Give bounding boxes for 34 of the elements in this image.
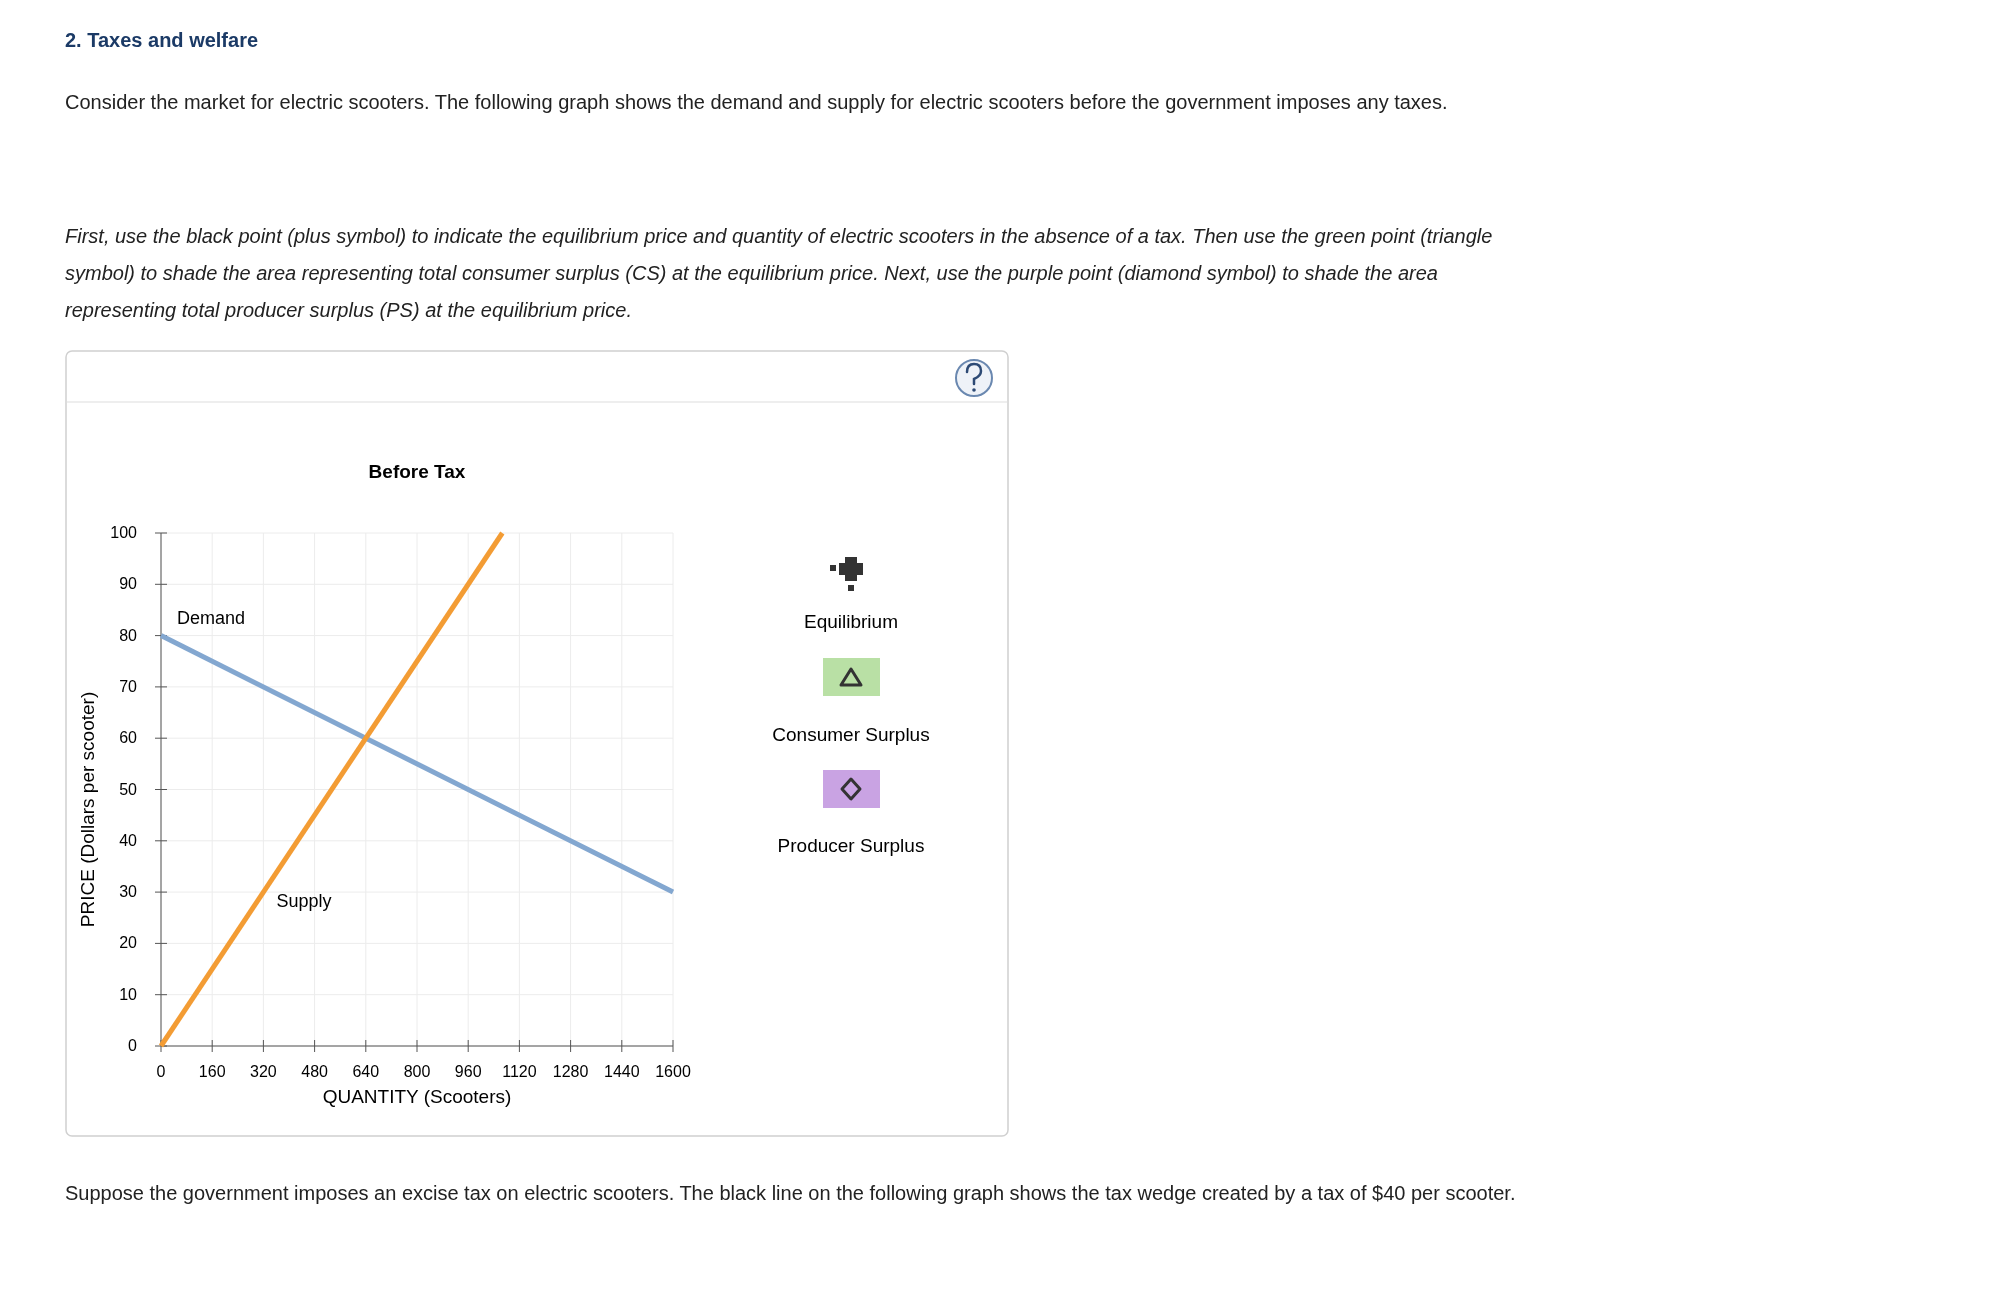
y-tick-label: 30 [119,883,138,901]
x-tick-label: 960 [454,1063,482,1080]
x-tick-label: 0 [156,1063,166,1080]
x-tick-label: 800 [403,1063,431,1080]
y-tick-label: 100 [110,524,138,541]
series-label: Demand [177,607,246,628]
text: 2. Taxes and welfare [65,28,259,53]
y-tick-label: 80 [119,626,138,644]
y-tick-label: 0 [128,1037,138,1054]
y-tick-label: 10 [119,985,138,1003]
text: Suppose the government imposes an excise tax on electric scooters. The black line on the following graph shows the tax wedge created by a tax of $40 per scooter. [65,1181,1517,1206]
y-tick-label: 60 [119,729,138,747]
x-tick-label: 1120 [502,1063,537,1080]
chart-title: Before Tax [368,461,466,482]
x-tick-label: 1440 [604,1063,640,1080]
text: Producer Surplus [777,835,925,856]
text: Equilibrium [804,611,898,632]
x-axis-title: QUANTITY (Scooters) [322,1086,512,1107]
x-tick-label: 160 [198,1063,226,1080]
x-tick-label: 640 [352,1063,380,1080]
y-tick-label: 70 [119,677,138,695]
y-axis-title: PRICE (Dollars per scooter) [77,691,98,928]
y-tick-label: 90 [119,575,138,593]
x-tick-label: 1600 [655,1063,691,1080]
text: Consider the market for electric scooters. The following graph shows the demand and supply for electric scooters before the government imposes any taxes. [65,90,1449,115]
y-tick-label: 40 [119,831,138,849]
y-tick-label: 20 [119,934,138,952]
x-tick-label: 320 [250,1063,277,1080]
y-tick-label: 50 [119,780,138,798]
series-label: Supply [276,891,332,912]
x-tick-label: 1280 [552,1063,589,1080]
x-tick-label: 480 [301,1063,329,1080]
text: Consumer Surplus [772,724,930,745]
text: First, use the black point (plus symbol) to indicate the equilibrium price and quantity of electric scooters in the absence of a tax. Then use the green point (triangle symbol) to shade the area representing total consumer surplus (CS) at the equilibrium price. Next, use the purple point (diamond symbol) to shade the area representing total producer surplus (PS) at the equilibrium price. [65,224,1494,323]
